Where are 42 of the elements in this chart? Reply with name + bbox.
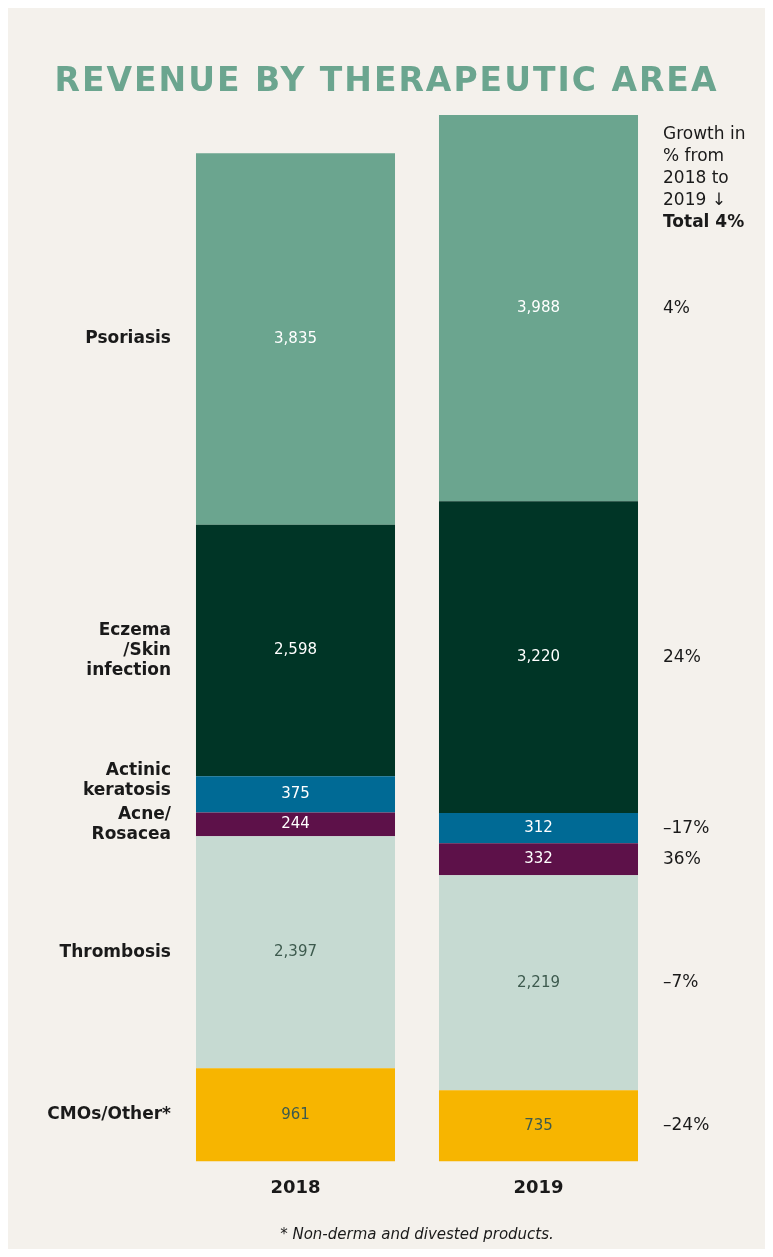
x-tick-label: 2019 xyxy=(513,1175,564,1197)
text: Growth in % from 2018 to 2019 ↓ xyxy=(663,123,746,210)
series-label: Eczema /Skin infection xyxy=(86,618,171,679)
text: –7% xyxy=(663,971,699,992)
bar xyxy=(195,776,396,813)
bar xyxy=(438,501,639,813)
text: * Non-derma and divested products. xyxy=(280,1224,554,1243)
text: –17% xyxy=(663,816,710,837)
series-label: Actinic keratosis xyxy=(82,758,171,799)
bar xyxy=(195,812,396,837)
data-label: 3,988 xyxy=(517,297,560,316)
bar xyxy=(438,843,639,876)
series-label: CMOs/Other* xyxy=(47,1103,172,1124)
bar xyxy=(438,115,639,502)
text: 4% xyxy=(663,296,690,317)
series-label: Thrombosis xyxy=(59,940,171,961)
bar xyxy=(438,812,639,844)
data-label: 2,598 xyxy=(274,640,317,659)
chart-title: REVENUE BY THERAPEUTIC AREA xyxy=(54,59,719,99)
text: Total 4% xyxy=(663,211,745,232)
data-label: 961 xyxy=(281,1104,310,1123)
data-label: 375 xyxy=(281,784,310,803)
data-label: 332 xyxy=(524,849,553,868)
data-label: 2,219 xyxy=(517,972,560,991)
data-label: 244 xyxy=(281,814,310,833)
data-label: 312 xyxy=(524,817,553,836)
data-label: 735 xyxy=(524,1115,553,1134)
bar xyxy=(438,1090,639,1162)
text: –24% xyxy=(663,1114,710,1135)
bar xyxy=(195,524,396,777)
bar xyxy=(195,1068,396,1162)
data-label: 3,220 xyxy=(517,646,560,665)
data-label: 3,835 xyxy=(274,328,317,347)
bar xyxy=(195,836,396,1069)
x-tick-label: 2018 xyxy=(270,1175,321,1197)
bar xyxy=(438,875,639,1091)
text: 24% xyxy=(663,645,701,666)
data-label: 2,397 xyxy=(274,942,317,961)
text: 36% xyxy=(663,847,701,868)
series-label: Psoriasis xyxy=(85,327,171,348)
series-label: Acne/ Rosacea xyxy=(91,802,172,843)
bar xyxy=(195,153,396,525)
